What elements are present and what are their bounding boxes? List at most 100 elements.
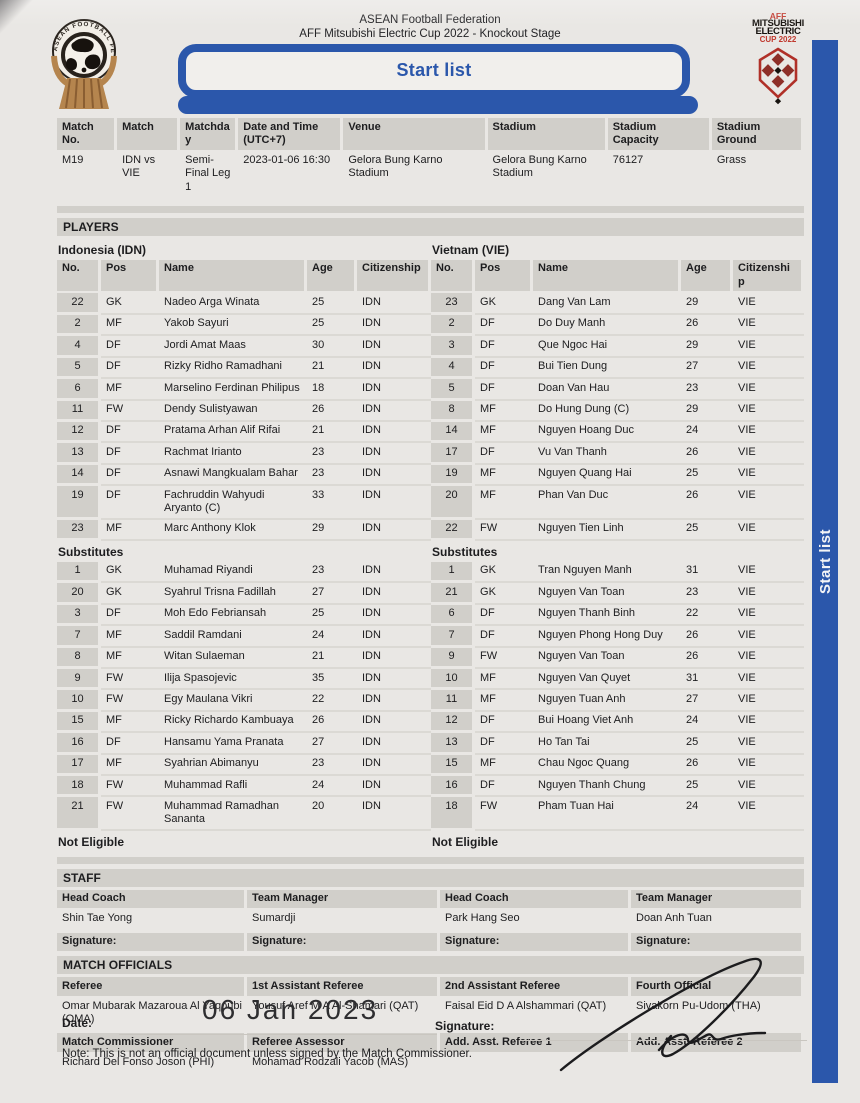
player-name: Nguyen Quang Hai (533, 465, 682, 487)
player-age: 26 (681, 443, 734, 465)
officials-header: Add. Asst. Referee 1 (440, 1033, 631, 1052)
player-age: 26 (307, 712, 357, 734)
player-number: 4 (431, 357, 476, 380)
referee: Omar Mubarak Mazaroua Al Yaqoubi (OMA) (62, 999, 242, 1025)
player-number: 23 (57, 519, 101, 542)
player-age: 23 (681, 379, 734, 401)
player-citizenship: IDN (357, 648, 432, 669)
officials-header: 2nd Assistant Referee (440, 977, 631, 996)
matchday: Semi-Final Leg 1 (185, 153, 231, 193)
player-row: 20 GK Syahrul Trisna Fadillah 27 IDN 21 GK Nguy… (57, 583, 805, 605)
footer-note: Note: This is not an official document u… (62, 1048, 472, 1060)
player-citizenship: VIE (733, 443, 805, 465)
match-officials-section-bar: MATCH OFFICIALS (57, 956, 804, 975)
staff-section-bar: STAFF (57, 868, 804, 887)
player-position: GK (475, 583, 534, 605)
player-name: Hansamu Yama Pranata (159, 733, 307, 755)
player-row: 2 MF Yakob Sayuri 25 IDN 2 DF Do Duy Manh 26 VIE (57, 314, 805, 337)
player-position: MF (101, 520, 159, 542)
player-name: Witan Sulaeman (159, 648, 307, 669)
col-header-age: Age (681, 259, 734, 294)
player-number: 19 (57, 486, 101, 520)
player-name: Ho Tan Tai (533, 733, 682, 755)
player-age: 24 (681, 797, 734, 832)
first-assistant-referee: Yousuf Aref M A Al-Shamari (QAT) (252, 999, 419, 1012)
match-info-header: Stadium Capacity (607, 118, 712, 150)
player-citizenship: IDN (357, 315, 432, 337)
player-age: 23 (307, 465, 357, 487)
player-age: 23 (307, 562, 357, 584)
player-name: Dendy Sulistyawan (159, 401, 307, 422)
divider-bar (57, 206, 804, 214)
col-header-name: Name (159, 259, 307, 294)
player-name: Tran Nguyen Manh (533, 562, 682, 584)
player-citizenship: IDN (357, 690, 432, 712)
player-age: 26 (681, 648, 734, 669)
team-manager-idn: Sumardji (252, 912, 296, 925)
player-number: 15 (57, 711, 101, 734)
player-age: 26 (681, 626, 734, 648)
player-number: 21 (431, 583, 476, 605)
player-number: 14 (431, 421, 476, 444)
player-name: Nguyen Hoang Duc (533, 422, 682, 444)
player-age: 20 (307, 797, 357, 832)
match-info-header-row: Match No. Match Matchday Date and Time (… (57, 118, 804, 150)
player-row: 21 FW Muhammad Ramadhan Sananta 20 IDN 18 FW Ph… (57, 797, 805, 832)
player-name: Nguyen Van Toan (533, 648, 682, 669)
player-number: 20 (431, 486, 476, 520)
player-position: DF (101, 358, 159, 380)
player-citizenship: VIE (733, 336, 805, 358)
col-header-no: No. (57, 259, 101, 294)
player-age: 25 (307, 315, 357, 337)
substitutes-rows: 1 GK Muhamad Riyandi 23 IDN 1 GK Tran Nguyen Ma… (57, 561, 805, 832)
starters-rows: 22 GK Nadeo Arga Winata 25 IDN 23 GK Dang Van L… (57, 293, 805, 542)
player-position: MF (475, 465, 534, 487)
player-position: GK (101, 583, 159, 605)
player-position: MF (101, 648, 159, 669)
substitutes-label-idn: Substitutes (58, 545, 124, 560)
player-row: 1 GK Muhamad Riyandi 23 IDN 1 GK Tran Nguyen Ma… (57, 561, 805, 584)
col-header-no: No. (431, 259, 476, 294)
player-name: Ricky Richardo Kambuaya (159, 712, 307, 734)
player-name: Rizky Ridho Ramadhani (159, 358, 307, 380)
player-position: DF (101, 605, 159, 627)
side-tab-label: Start list (816, 528, 834, 594)
player-citizenship: IDN (357, 422, 432, 444)
match-info-header: Stadium (487, 118, 608, 150)
player-citizenship: IDN (357, 797, 432, 832)
match-info-value-row: M19 IDN vs VIE Semi-Final Leg 1 2023-01-… (57, 150, 804, 201)
mitsubishi-cup-logo: AFF MITSUBISHI ELECTRIC CUP 2022 (744, 12, 812, 109)
player-citizenship: IDN (357, 520, 432, 542)
player-number: 14 (57, 464, 101, 487)
player-name: Jordi Amat Maas (159, 336, 307, 358)
staff-value-row: Shin Tae Yong Sumardji Park Hang Seo Doa… (57, 908, 804, 932)
player-citizenship: IDN (357, 605, 432, 627)
player-name: Nguyen Tien Linh (533, 520, 682, 542)
player-number: 16 (57, 733, 101, 755)
player-age: 35 (307, 669, 357, 691)
player-name: Do Duy Manh (533, 315, 682, 337)
cup-logo-aff: AFF (769, 11, 787, 21)
federation-name: ASEAN Football Federation (359, 14, 501, 26)
player-age: 29 (681, 401, 734, 422)
player-name: Nguyen Thanh Chung (533, 776, 682, 798)
player-position: FW (475, 797, 534, 832)
player-name: Pham Tuan Hai (533, 797, 682, 832)
player-number: 5 (431, 379, 476, 401)
player-age: 23 (307, 755, 357, 777)
not-eligible-row: Not Eligible Not Eligible (57, 831, 804, 852)
player-position: DF (475, 358, 534, 380)
player-name: Nguyen Van Quyet (533, 669, 682, 691)
player-name: Nadeo Arga Winata (159, 293, 307, 315)
player-number: 18 (431, 797, 476, 832)
player-position: FW (101, 690, 159, 712)
match-info-table: Match No. Match Matchday Date and Time (… (57, 118, 804, 201)
player-position: MF (101, 712, 159, 734)
staff-header: Head Coach (57, 889, 247, 909)
player-row: 9 FW Ilija Spasojevic 35 IDN 10 MF Nguyen Van Q… (57, 669, 805, 691)
player-number: 7 (57, 626, 101, 648)
player-age: 22 (681, 605, 734, 627)
player-name: Asnawi Mangkualam Bahar (159, 465, 307, 487)
player-citizenship: IDN (357, 443, 432, 465)
player-row: 18 FW Muhammad Rafli 24 IDN 16 DF Nguyen Thanh … (57, 776, 805, 798)
